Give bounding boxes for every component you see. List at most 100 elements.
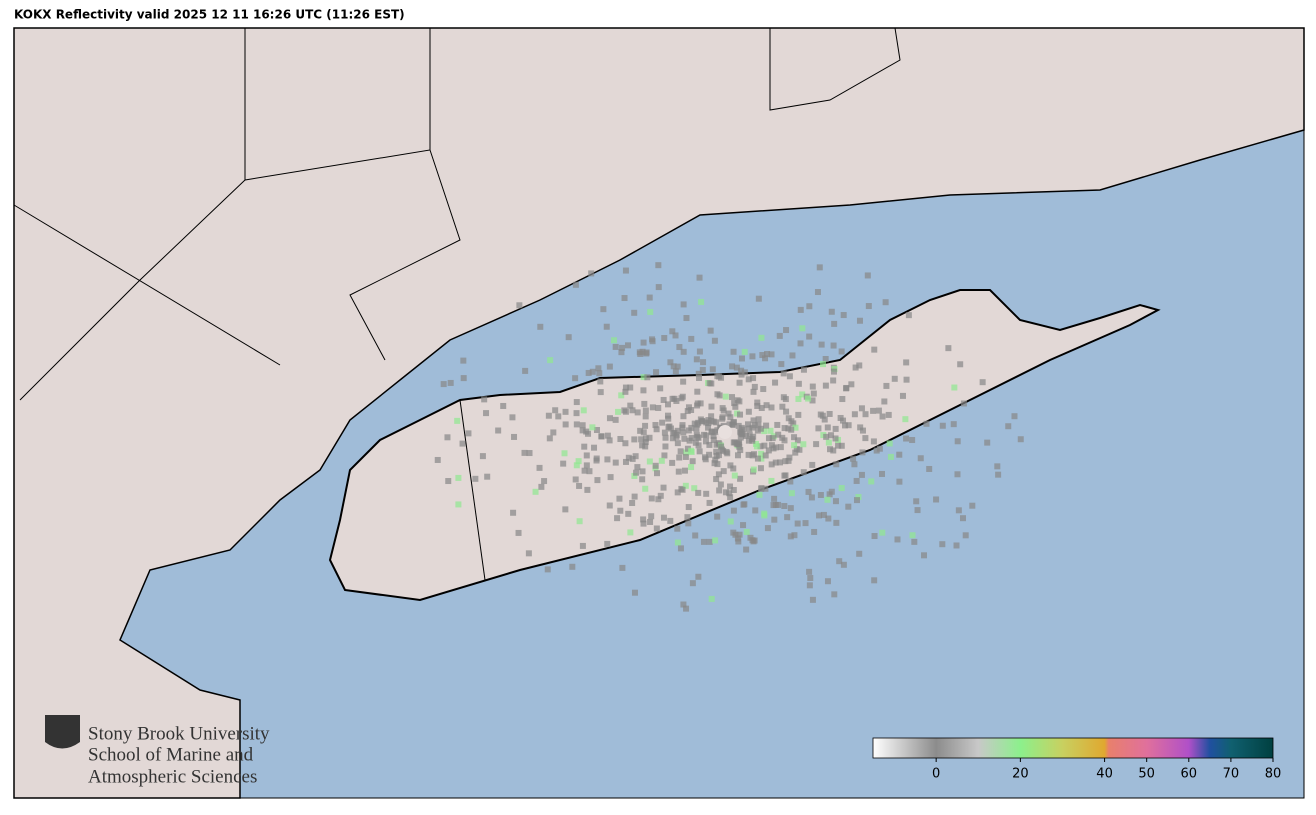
- echo: [959, 515, 966, 522]
- echo: [604, 540, 611, 547]
- echo: [689, 580, 696, 587]
- echo: [800, 441, 807, 448]
- echo: [758, 450, 765, 457]
- echo: [768, 404, 775, 411]
- echo: [606, 437, 613, 444]
- echo: [856, 362, 863, 369]
- echo: [939, 422, 946, 429]
- echo: [758, 334, 765, 341]
- echo: [754, 427, 761, 434]
- echo: [712, 456, 719, 463]
- echo: [729, 394, 736, 401]
- echo: [447, 379, 454, 386]
- echo: [510, 509, 517, 516]
- echo: [573, 421, 580, 428]
- echo: [612, 459, 619, 466]
- echo: [845, 503, 852, 510]
- mainland: [13, 27, 1305, 799]
- echo: [853, 497, 860, 504]
- echo: [713, 452, 720, 459]
- echo: [627, 529, 634, 536]
- echo: [715, 471, 722, 478]
- echo: [644, 374, 651, 381]
- echo: [576, 518, 583, 525]
- echo: [783, 408, 790, 415]
- echo: [617, 435, 624, 442]
- echo: [817, 411, 824, 418]
- echo: [678, 395, 685, 402]
- echo: [791, 434, 798, 441]
- echo: [589, 424, 596, 431]
- echo: [674, 427, 681, 434]
- echo: [1011, 413, 1018, 420]
- echo: [682, 453, 689, 460]
- echo: [808, 494, 815, 501]
- echo: [727, 494, 734, 501]
- echo: [669, 459, 676, 466]
- echo: [661, 335, 668, 342]
- echo: [708, 429, 715, 436]
- echo: [914, 507, 921, 514]
- echo: [881, 398, 888, 405]
- echo: [831, 320, 838, 327]
- echo: [840, 417, 847, 424]
- echo: [789, 352, 796, 359]
- echo: [667, 517, 674, 524]
- echo: [641, 400, 648, 407]
- echo: [522, 367, 529, 374]
- echo: [799, 325, 806, 332]
- echo: [852, 364, 859, 371]
- echo: [585, 369, 592, 376]
- echo: [714, 513, 721, 520]
- echo: [713, 476, 720, 483]
- echo: [625, 342, 632, 349]
- echo: [762, 452, 769, 459]
- echo: [953, 542, 960, 549]
- echo: [634, 409, 641, 416]
- echo: [708, 595, 715, 602]
- echo: [689, 458, 696, 465]
- echo: [702, 438, 709, 445]
- echo: [913, 498, 920, 505]
- echo: [754, 455, 761, 462]
- echo: [740, 501, 747, 508]
- echo: [629, 499, 636, 506]
- echo: [649, 404, 656, 411]
- echo: [840, 561, 847, 568]
- echo: [779, 403, 786, 410]
- echo: [865, 303, 872, 310]
- echo: [718, 446, 725, 453]
- echo: [791, 442, 798, 449]
- echo: [479, 453, 486, 460]
- echo: [741, 369, 748, 376]
- echo: [899, 392, 906, 399]
- echo: [708, 403, 715, 410]
- echo: [683, 449, 690, 456]
- echo: [627, 402, 634, 409]
- echo: [584, 486, 591, 493]
- echo: [576, 482, 583, 489]
- echo: [768, 477, 775, 484]
- echo: [757, 465, 764, 472]
- echo: [621, 295, 628, 302]
- echo: [734, 397, 741, 404]
- echo: [734, 535, 741, 542]
- echo: [699, 366, 706, 373]
- echo: [776, 459, 783, 466]
- title: KOKX Reflectivity valid 2025 12 11 16:26…: [14, 8, 405, 22]
- echo: [700, 359, 707, 366]
- echo: [597, 389, 604, 396]
- echo: [722, 489, 729, 496]
- echo: [805, 488, 812, 495]
- echo: [984, 439, 991, 446]
- echo: [713, 419, 720, 426]
- echo: [868, 478, 875, 485]
- echo: [875, 407, 882, 414]
- echo: [793, 446, 800, 453]
- echo: [674, 440, 681, 447]
- echo: [782, 458, 789, 465]
- echo: [640, 429, 647, 436]
- echo: [729, 363, 736, 370]
- echo: [879, 529, 886, 536]
- echo: [711, 337, 718, 344]
